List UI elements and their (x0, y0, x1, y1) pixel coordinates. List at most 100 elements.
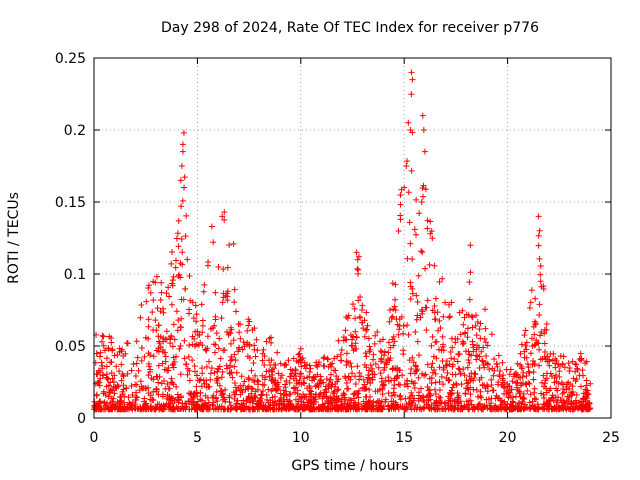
data-point (367, 346, 374, 353)
data-point (99, 332, 106, 339)
data-point (350, 347, 357, 354)
data-point (167, 335, 174, 342)
data-point (138, 301, 145, 308)
data-point (205, 258, 212, 265)
data-point (153, 327, 160, 334)
data-point (163, 336, 170, 343)
data-point (472, 322, 479, 329)
data-point (286, 397, 293, 404)
data-point (547, 370, 554, 377)
data-point (529, 343, 536, 350)
data-point (390, 342, 397, 349)
data-point (385, 349, 392, 356)
data-point (354, 363, 361, 370)
data-point (445, 400, 452, 407)
data-point (257, 395, 264, 402)
data-point (555, 380, 562, 387)
x-tick-label: 20 (499, 430, 517, 446)
data-point (366, 399, 373, 406)
data-point (484, 405, 491, 412)
data-point (300, 379, 307, 386)
data-point (152, 317, 159, 324)
data-point (192, 368, 199, 375)
data-point (169, 280, 176, 287)
data-point (153, 404, 160, 411)
data-point (437, 324, 444, 331)
data-point (520, 390, 527, 397)
data-point (398, 313, 405, 320)
data-point (378, 349, 385, 356)
data-point (356, 369, 363, 376)
data-point (421, 148, 428, 155)
data-point (189, 357, 196, 364)
data-point (523, 373, 530, 380)
data-point (530, 376, 537, 383)
data-point (220, 290, 227, 297)
data-point (204, 333, 211, 340)
data-point (230, 337, 237, 344)
data-point (545, 397, 552, 404)
data-point (454, 358, 461, 365)
x-tick-label: 25 (602, 430, 620, 446)
data-point (182, 285, 189, 292)
data-point (434, 309, 441, 316)
data-point (423, 327, 430, 334)
data-point (116, 368, 123, 375)
data-point (253, 336, 260, 343)
data-point (428, 364, 435, 371)
data-point (184, 371, 191, 378)
data-point (512, 405, 519, 412)
data-point (560, 399, 567, 406)
data-point (163, 328, 170, 335)
data-point (424, 217, 431, 224)
data-point (95, 379, 102, 386)
data-point (331, 355, 338, 362)
data-point (175, 397, 182, 404)
data-point (181, 184, 188, 191)
data-point (160, 335, 167, 342)
data-point (535, 242, 542, 249)
data-point (179, 141, 186, 148)
data-point (173, 308, 180, 315)
data-point (111, 352, 118, 359)
data-point (556, 368, 563, 375)
data-point (526, 380, 533, 387)
data-point (426, 375, 433, 382)
data-point (238, 373, 245, 380)
data-point (453, 382, 460, 389)
data-point (112, 403, 119, 410)
data-point (432, 391, 439, 398)
data-point (493, 392, 500, 399)
data-point (544, 403, 551, 410)
data-point (145, 282, 152, 289)
data-point (390, 389, 397, 396)
data-point (397, 212, 404, 219)
data-point (363, 326, 370, 333)
data-point (404, 255, 411, 262)
data-point (308, 390, 315, 397)
data-point (118, 377, 125, 384)
data-point (428, 380, 435, 387)
data-point (327, 395, 334, 402)
data-point (540, 285, 547, 292)
data-point (337, 357, 344, 364)
data-point (212, 289, 219, 296)
data-point (554, 399, 561, 406)
data-point (165, 284, 172, 291)
data-point (420, 182, 427, 189)
data-point (366, 386, 373, 393)
data-point (240, 406, 247, 413)
data-point (420, 127, 427, 133)
data-point (310, 401, 317, 408)
data-point (447, 405, 454, 412)
data-point (98, 359, 105, 366)
data-point (219, 369, 226, 376)
data-point (388, 392, 395, 399)
data-point (160, 309, 167, 316)
data-point (407, 295, 414, 302)
data-point (352, 373, 359, 380)
data-point (424, 383, 431, 390)
data-point (417, 314, 424, 321)
data-point (468, 313, 475, 320)
data-point (424, 297, 431, 304)
